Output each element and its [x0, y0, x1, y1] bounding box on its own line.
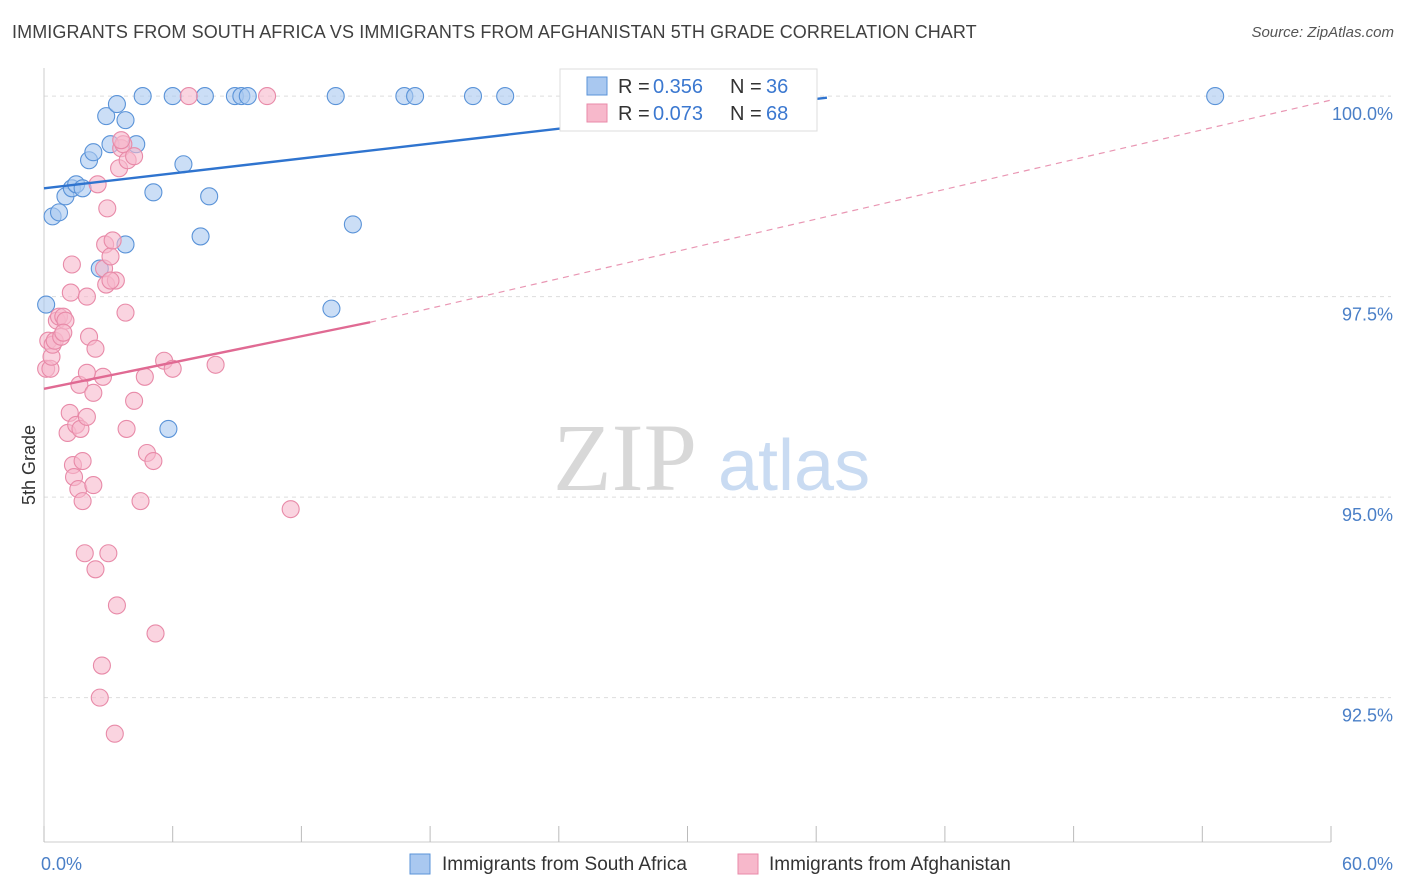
legend-swatch-south-africa: [409, 853, 431, 875]
point-afghanistan: [77, 287, 96, 306]
point-south-africa: [163, 87, 182, 106]
point-south-africa: [37, 295, 56, 314]
point-south-africa: [159, 419, 178, 438]
point-afghanistan: [77, 407, 96, 426]
watermark-atlas: atlas: [718, 426, 870, 506]
point-afghanistan: [54, 323, 73, 342]
grid-layer: [44, 95, 1391, 699]
point-afghanistan: [144, 451, 163, 471]
y-tick-label: 92.5%: [1342, 706, 1393, 726]
point-afghanistan: [125, 147, 144, 166]
point-afghanistan: [135, 367, 154, 386]
point-afghanistan: [125, 391, 144, 410]
watermark: ZIP atlas: [553, 404, 870, 511]
point-afghanistan: [179, 87, 198, 106]
point-south-africa: [144, 183, 163, 202]
stats-n-value-pink: 68: [766, 103, 788, 125]
point-afghanistan: [99, 544, 118, 563]
x-tick-label: 0.0%: [41, 854, 82, 874]
y-axis-label: 5th Grade: [19, 425, 39, 505]
point-afghanistan: [98, 199, 117, 218]
point-afghanistan: [101, 271, 120, 290]
stats-swatch-pink: [586, 103, 608, 123]
point-south-africa: [326, 87, 345, 106]
point-afghanistan: [75, 544, 94, 563]
point-afghanistan: [73, 451, 92, 471]
point-afghanistan: [117, 419, 136, 438]
point-afghanistan: [84, 476, 103, 495]
point-afghanistan: [84, 383, 103, 402]
y-tick-label: 97.5%: [1342, 305, 1393, 325]
point-south-africa: [107, 95, 126, 114]
point-south-africa: [84, 143, 103, 162]
stats-r-value-blue: 0.356: [653, 76, 703, 98]
legend-swatch-afghanistan: [737, 853, 759, 875]
stats-r-label-pink: R =: [618, 103, 650, 125]
stats-r-value-pink: 0.073: [653, 103, 703, 125]
point-afghanistan: [62, 255, 81, 274]
point-afghanistan: [92, 656, 111, 675]
point-south-africa: [97, 107, 116, 126]
point-afghanistan: [101, 247, 120, 266]
point-afghanistan: [61, 283, 80, 302]
stats-r-label-blue: R =: [618, 76, 650, 98]
point-south-africa: [1206, 87, 1225, 106]
stats-n-value-blue: 36: [766, 76, 788, 98]
point-afghanistan: [281, 500, 300, 519]
point-south-africa: [191, 227, 210, 246]
point-south-africa: [116, 111, 135, 130]
point-afghanistan: [90, 688, 109, 707]
point-afghanistan: [258, 87, 277, 106]
point-afghanistan: [112, 131, 131, 150]
legend-label-south-africa: Immigrants from South Africa: [442, 854, 687, 875]
point-afghanistan: [105, 724, 124, 743]
point-afghanistan: [103, 231, 122, 250]
point-south-africa: [238, 87, 257, 106]
point-south-africa: [343, 215, 362, 234]
stats-n-label-pink: N =: [730, 103, 762, 125]
point-south-africa: [195, 87, 214, 106]
point-afghanistan: [86, 560, 105, 579]
stats-swatch-blue: [586, 76, 608, 96]
point-south-africa: [200, 187, 219, 206]
point-south-africa: [406, 87, 425, 106]
point-afghanistan: [206, 355, 225, 374]
point-afghanistan: [131, 492, 150, 511]
point-afghanistan: [73, 492, 92, 511]
point-south-africa: [49, 203, 69, 222]
watermark-zip: ZIP: [553, 404, 697, 511]
point-south-africa: [174, 155, 193, 174]
point-afghanistan: [146, 624, 165, 643]
point-south-africa: [463, 87, 483, 106]
point-afghanistan: [116, 303, 135, 322]
chart-title: IMMIGRANTS FROM SOUTH AFRICA VS IMMIGRAN…: [12, 22, 977, 42]
point-afghanistan: [86, 339, 105, 358]
point-afghanistan: [107, 596, 126, 615]
point-afghanistan: [88, 175, 107, 194]
axes-layer: 100.0% 97.5% 95.0% 92.5% 0.0% 60.0%: [41, 68, 1393, 874]
y-tick-label: 95.0%: [1342, 505, 1393, 525]
point-south-africa: [133, 87, 152, 106]
trendline-afghanistan: [43, 321, 371, 391]
source-label: Source: ZipAtlas.com: [1251, 24, 1394, 41]
x-tick-label: 60.0%: [1342, 854, 1393, 874]
y-tick-label: 100.0%: [1332, 104, 1393, 124]
point-south-africa: [322, 299, 341, 318]
stats-n-label-blue: N =: [730, 76, 762, 98]
stats-legend: R = 0.356 N = 36 R = 0.073 N = 68: [559, 68, 818, 132]
legend-label-afghanistan: Immigrants from Afghanistan: [769, 854, 1011, 875]
point-south-africa: [496, 87, 515, 106]
trend-layer: [43, 96, 1332, 391]
bottom-legend: Immigrants from South Africa Immigrants …: [409, 853, 1011, 875]
